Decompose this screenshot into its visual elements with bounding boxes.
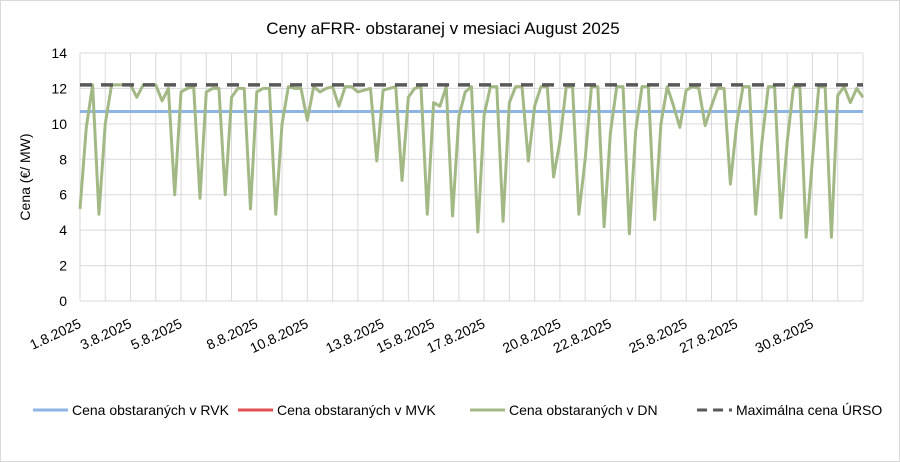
y-tick-label: 8 xyxy=(59,151,67,167)
legend-item: Cena obstaraných v MVK xyxy=(238,402,436,418)
x-tick-label: 27.8.2025 xyxy=(677,315,740,356)
legend-label: Cena obstaraných v MVK xyxy=(277,402,436,418)
x-tick-label: 17.8.2025 xyxy=(424,315,487,356)
y-tick-label: 10 xyxy=(51,116,67,132)
x-tick-label: 5.8.2025 xyxy=(128,315,184,353)
legend-item: Cena obstaraných v RVK xyxy=(33,402,230,418)
y-axis-label: Cena (€/ MW) xyxy=(17,133,33,220)
y-tick-label: 2 xyxy=(59,258,67,274)
legend: Cena obstaraných v RVK Cena obstaraných v… xyxy=(33,402,882,418)
y-tick-label: 12 xyxy=(51,80,67,96)
legend-label: Cena obstaraných v RVK xyxy=(72,402,230,418)
legend-label: Maximálna cena ÚRSO xyxy=(736,402,882,418)
legend-item: Maximálna cena ÚRSO xyxy=(697,402,882,418)
y-tick-label: 0 xyxy=(59,293,67,309)
x-tick-label: 1.8.2025 xyxy=(27,315,83,353)
y-tick-label: 4 xyxy=(59,222,67,238)
x-tick-label: 22.8.2025 xyxy=(550,315,613,356)
x-tick-label: 3.8.2025 xyxy=(78,315,134,353)
y-tick-label: 14 xyxy=(51,45,67,61)
y-tick-label: 6 xyxy=(59,187,67,203)
x-tick-label: 10.8.2025 xyxy=(247,315,310,356)
y-tick-labels: 0 2 4 6 8 10 12 14 xyxy=(51,45,67,309)
legend-item: Cena obstaraných v DN xyxy=(470,402,658,418)
series-lines xyxy=(78,83,865,239)
legend-label: Cena obstaraných v DN xyxy=(509,402,658,418)
series-line-2 xyxy=(78,83,865,239)
chart-title: Ceny aFRR- obstaranej v mesiaci August 2… xyxy=(266,19,619,38)
x-tick-label: 30.8.2025 xyxy=(753,315,816,356)
